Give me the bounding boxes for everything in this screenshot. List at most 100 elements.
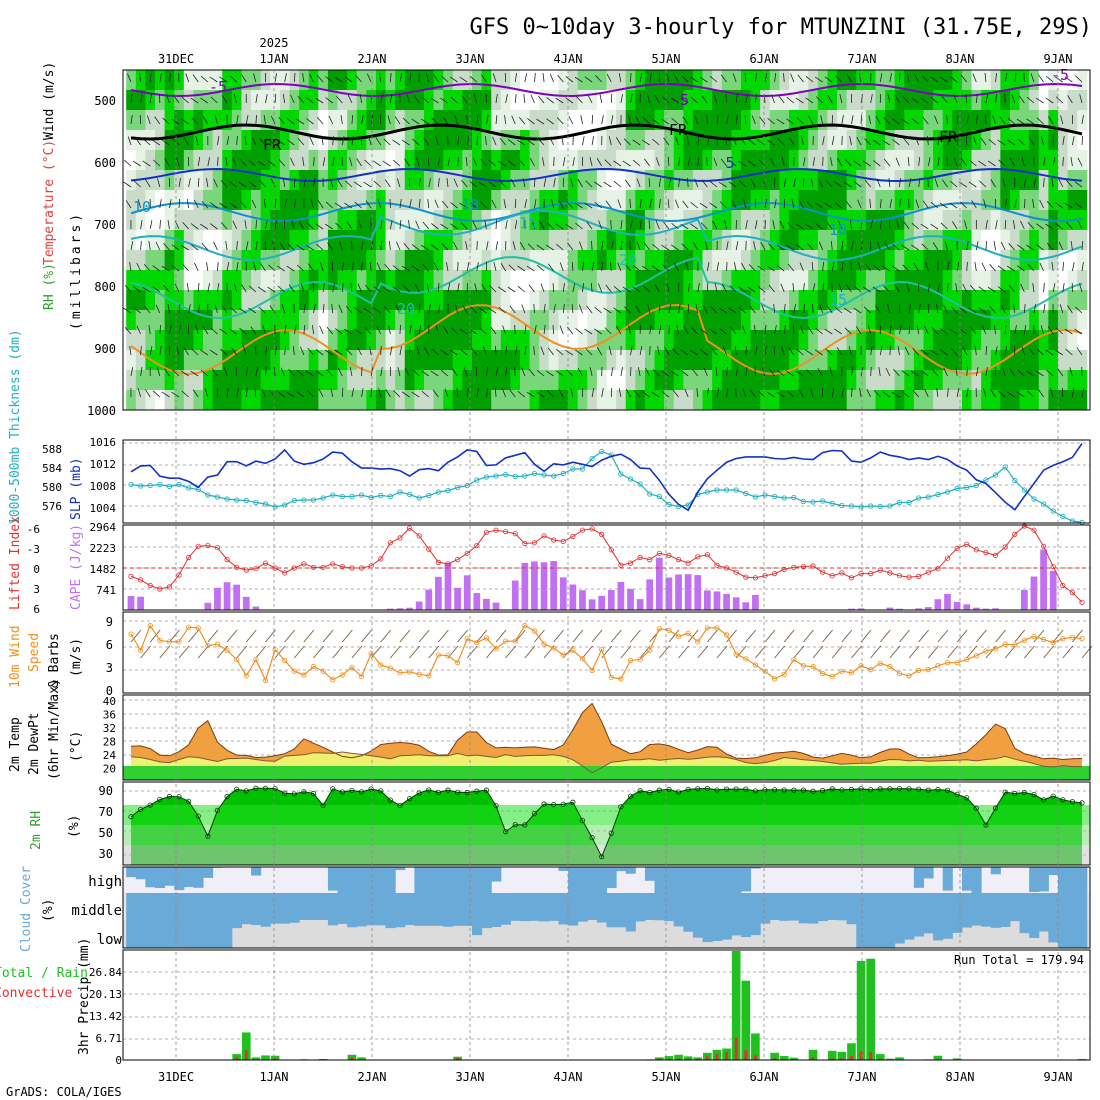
wind-barb xyxy=(1032,283,1035,293)
rh-cell xyxy=(856,250,867,271)
wind-barb xyxy=(426,283,430,293)
wind-barb xyxy=(164,368,170,377)
wind-barb xyxy=(253,73,257,83)
rh-cell xyxy=(789,170,800,191)
wind-barb xyxy=(127,136,132,146)
rh-cell xyxy=(789,230,800,251)
cloud-bar xyxy=(616,920,627,928)
rh-cell xyxy=(491,150,502,171)
rh-cell xyxy=(337,70,348,91)
wind-barb xyxy=(127,73,132,83)
wind-barb xyxy=(414,283,420,293)
wind-barb xyxy=(891,265,900,272)
wind10-barb xyxy=(505,645,516,659)
rh-cell xyxy=(462,370,473,391)
wind-barb xyxy=(617,262,622,272)
wind10-barb xyxy=(284,629,296,643)
rh2m-label: 2m RH xyxy=(29,811,44,850)
rh-cell xyxy=(520,110,531,131)
wind-barb xyxy=(793,178,796,188)
wind-barb xyxy=(995,73,997,83)
thickness-point xyxy=(234,497,240,503)
rh-cell xyxy=(846,330,857,351)
rh-cell xyxy=(664,390,675,411)
wind-barb xyxy=(524,73,528,83)
wind-barb xyxy=(123,159,132,167)
rh-cell xyxy=(1048,230,1059,251)
thickness-point xyxy=(868,503,874,509)
wind-barb xyxy=(738,307,747,314)
wind-barb xyxy=(124,326,132,335)
rh-cell xyxy=(395,170,406,191)
wind-barb xyxy=(334,76,343,83)
rh-cell xyxy=(423,110,435,131)
rh-cell xyxy=(664,90,675,111)
wind-barb xyxy=(853,160,862,167)
rh-cell xyxy=(558,150,569,171)
wind-barb xyxy=(601,262,604,272)
wind-barb xyxy=(431,117,439,125)
wind-barb xyxy=(930,97,939,104)
wind-barb xyxy=(536,264,545,272)
wind-barb xyxy=(476,240,478,251)
wind-barb xyxy=(499,137,506,146)
thickness-point xyxy=(983,477,989,483)
wind-barb xyxy=(180,244,189,251)
wind-barb xyxy=(549,136,555,146)
rh-cell xyxy=(568,190,579,211)
wind-barb xyxy=(805,97,814,104)
wind-barb xyxy=(1032,199,1035,209)
lifted-index-point xyxy=(656,550,662,556)
wind-barb xyxy=(1058,241,1064,251)
rh-cell xyxy=(337,370,348,391)
wind-barb xyxy=(451,368,458,377)
wind-barb xyxy=(476,388,479,398)
wind10-point xyxy=(906,673,912,679)
rh-cell xyxy=(894,290,905,311)
wind-barb xyxy=(795,370,804,377)
wind-barb xyxy=(887,94,891,104)
wind-barb xyxy=(841,241,844,251)
thickness-point xyxy=(1002,464,1008,470)
rh-cell xyxy=(558,90,569,111)
rh-cell xyxy=(423,390,435,411)
wind-barb xyxy=(605,200,612,209)
rh-cell xyxy=(923,330,934,351)
cloud-bar xyxy=(1077,867,1088,893)
rh-cell xyxy=(923,290,934,311)
top-date-label: 3JAN xyxy=(456,52,485,66)
thickness-point xyxy=(397,489,403,495)
rh-cell xyxy=(664,310,675,331)
wind-barb xyxy=(947,136,950,146)
pressure-tick: 1000 xyxy=(87,404,116,418)
wind-barb xyxy=(883,117,891,125)
rh-cell xyxy=(961,370,973,391)
wind-barb xyxy=(521,367,526,377)
bottom-date-label: 6JAN xyxy=(750,1070,779,1084)
wind-barb xyxy=(484,220,487,230)
wind-barb xyxy=(599,94,603,104)
rh-cell xyxy=(1009,90,1021,111)
cloud-bar xyxy=(913,920,924,937)
wind-barb xyxy=(1007,117,1016,125)
contour-label: -5 xyxy=(1051,66,1069,84)
rh-cell xyxy=(126,370,137,391)
wind-barb xyxy=(950,180,958,188)
rh-cell xyxy=(356,270,367,291)
wind-barb xyxy=(783,178,787,188)
rh-cell xyxy=(1038,110,1049,131)
wind-barb xyxy=(863,306,871,314)
wind-barb xyxy=(943,304,948,314)
wind10-point xyxy=(339,672,345,678)
wind-barb xyxy=(601,388,604,398)
cloud-bar xyxy=(990,893,1001,920)
rh-cell xyxy=(990,350,1001,371)
cloud-bar xyxy=(500,893,511,920)
precip-conv-bar xyxy=(725,1052,729,1060)
wind-barb xyxy=(743,199,747,209)
wind-barb xyxy=(1002,178,1006,188)
cape-bar xyxy=(665,577,673,610)
rh-cell xyxy=(443,70,454,91)
rh-band xyxy=(123,825,1090,845)
cape-bar xyxy=(713,591,721,610)
